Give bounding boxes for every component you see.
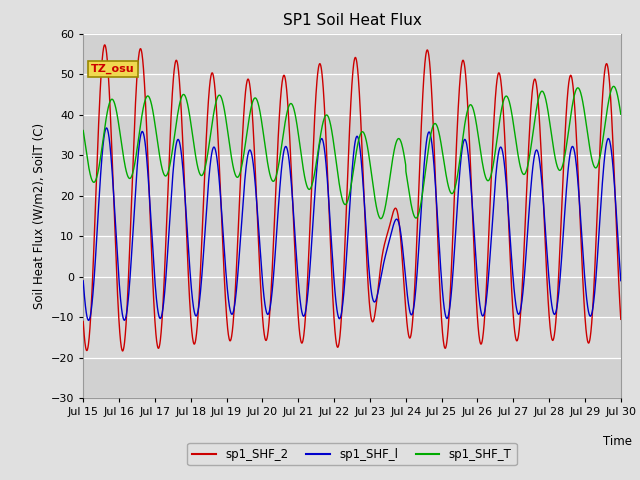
sp1_SHF_T bbox=[79, 128, 87, 133]
Line: sp1_SHF_T: sp1_SHF_T bbox=[83, 86, 621, 219]
sp1_SHF_2 bbox=[118, 348, 126, 354]
Line: sp1_SHF_l: sp1_SHF_l bbox=[83, 128, 621, 320]
Bar bbox=[83, 358, 621, 398]
sp1_SHF_2 bbox=[100, 42, 108, 48]
sp1_SHF_2 bbox=[230, 314, 237, 320]
sp1_SHF_l bbox=[103, 125, 111, 131]
Bar bbox=[83, 277, 621, 317]
sp1_SHF_l bbox=[230, 308, 237, 313]
sp1_SHF_T bbox=[367, 170, 375, 176]
Bar bbox=[83, 317, 621, 358]
sp1_SHF_T bbox=[377, 216, 385, 222]
sp1_SHF_l bbox=[570, 145, 577, 151]
sp1_SHF_T bbox=[229, 164, 237, 169]
sp1_SHF_2 bbox=[570, 91, 577, 97]
sp1_SHF_l bbox=[368, 292, 376, 298]
sp1_SHF_T bbox=[570, 96, 577, 102]
Bar bbox=[83, 74, 621, 115]
sp1_SHF_2 bbox=[585, 340, 593, 346]
Bar bbox=[83, 115, 621, 155]
sp1_SHF_l bbox=[380, 261, 387, 267]
sp1_SHF_2 bbox=[368, 318, 376, 324]
Text: TZ_osu: TZ_osu bbox=[92, 64, 135, 74]
sp1_SHF_2 bbox=[509, 301, 516, 307]
sp1_SHF_l bbox=[617, 278, 625, 284]
sp1_SHF_2 bbox=[617, 316, 625, 322]
sp1_SHF_2 bbox=[79, 319, 87, 324]
sp1_SHF_l bbox=[85, 317, 93, 323]
sp1_SHF_T bbox=[584, 137, 592, 143]
sp1_SHF_T bbox=[380, 212, 387, 218]
Bar bbox=[83, 34, 621, 74]
sp1_SHF_l bbox=[79, 278, 87, 284]
Bar bbox=[83, 236, 621, 277]
Line: sp1_SHF_2: sp1_SHF_2 bbox=[83, 45, 621, 351]
sp1_SHF_T bbox=[610, 84, 618, 89]
Y-axis label: Soil Heat Flux (W/m2), SoilT (C): Soil Heat Flux (W/m2), SoilT (C) bbox=[32, 123, 45, 309]
sp1_SHF_T bbox=[508, 113, 516, 119]
sp1_SHF_l bbox=[585, 310, 593, 315]
sp1_SHF_T bbox=[617, 111, 625, 117]
sp1_SHF_l bbox=[509, 268, 516, 274]
Title: SP1 Soil Heat Flux: SP1 Soil Heat Flux bbox=[283, 13, 421, 28]
sp1_SHF_2 bbox=[380, 246, 387, 252]
X-axis label: Time: Time bbox=[602, 435, 632, 448]
Legend: sp1_SHF_2, sp1_SHF_l, sp1_SHF_T: sp1_SHF_2, sp1_SHF_l, sp1_SHF_T bbox=[188, 443, 516, 466]
Bar bbox=[83, 155, 621, 196]
Bar bbox=[83, 196, 621, 236]
